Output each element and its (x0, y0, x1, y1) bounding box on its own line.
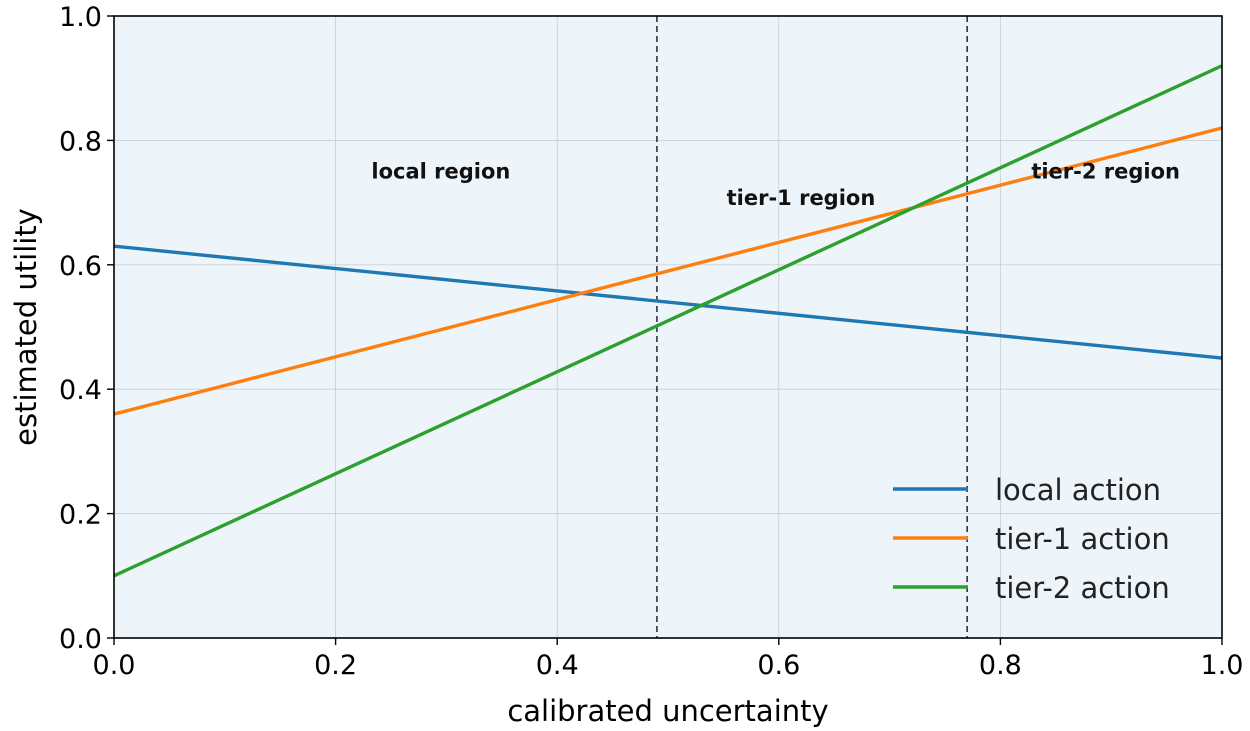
region-labels: local region tier-1 region tier-2 region (371, 160, 1180, 211)
x-tick-label-1: 0.2 (314, 650, 357, 681)
y-tick-label-0: 0.0 (59, 624, 102, 655)
x-tick-label-2: 0.4 (536, 650, 579, 681)
legend-label-tier-1-action: tier-1 action (995, 522, 1170, 556)
x-tick-label-3: 0.6 (757, 650, 800, 681)
region-label-1: tier-1 region (727, 186, 876, 210)
y-axis-label: estimated utility (9, 208, 43, 446)
legend-label-tier-2-action: tier-2 action (995, 571, 1170, 605)
y-tick-label-1: 0.2 (59, 500, 102, 531)
region-label-0: local region (371, 160, 510, 184)
x-axis-label: calibrated uncertainty (507, 694, 828, 728)
plot-frame (113, 15, 1223, 639)
series-line-local-action (113, 244, 1223, 360)
series-lines (113, 64, 1223, 578)
axis-ticks: 0.0 0.2 0.4 0.6 0.8 1.0 0.0 0.2 0.4 0.6 0.8 1.0 (59, 2, 1243, 681)
series-line-tier-1-action (113, 126, 1223, 416)
x-tick-label-5: 1.0 (1201, 650, 1244, 681)
x-tick-label-4: 0.8 (979, 650, 1022, 681)
x-tick-label-0: 0.0 (93, 650, 136, 681)
legend-label-local-action: local action (995, 473, 1161, 507)
series-line-tier-2-action (113, 64, 1223, 578)
legend: local action tier-1 action tier-2 action (893, 473, 1170, 605)
plot-background (114, 16, 1222, 638)
y-tick-label-4: 0.8 (59, 126, 102, 157)
y-tick-label-2: 0.4 (59, 375, 102, 406)
y-tick-label-3: 0.6 (59, 251, 102, 282)
region-label-2: tier-2 region (1031, 160, 1180, 184)
y-tick-label-5: 1.0 (59, 2, 102, 33)
